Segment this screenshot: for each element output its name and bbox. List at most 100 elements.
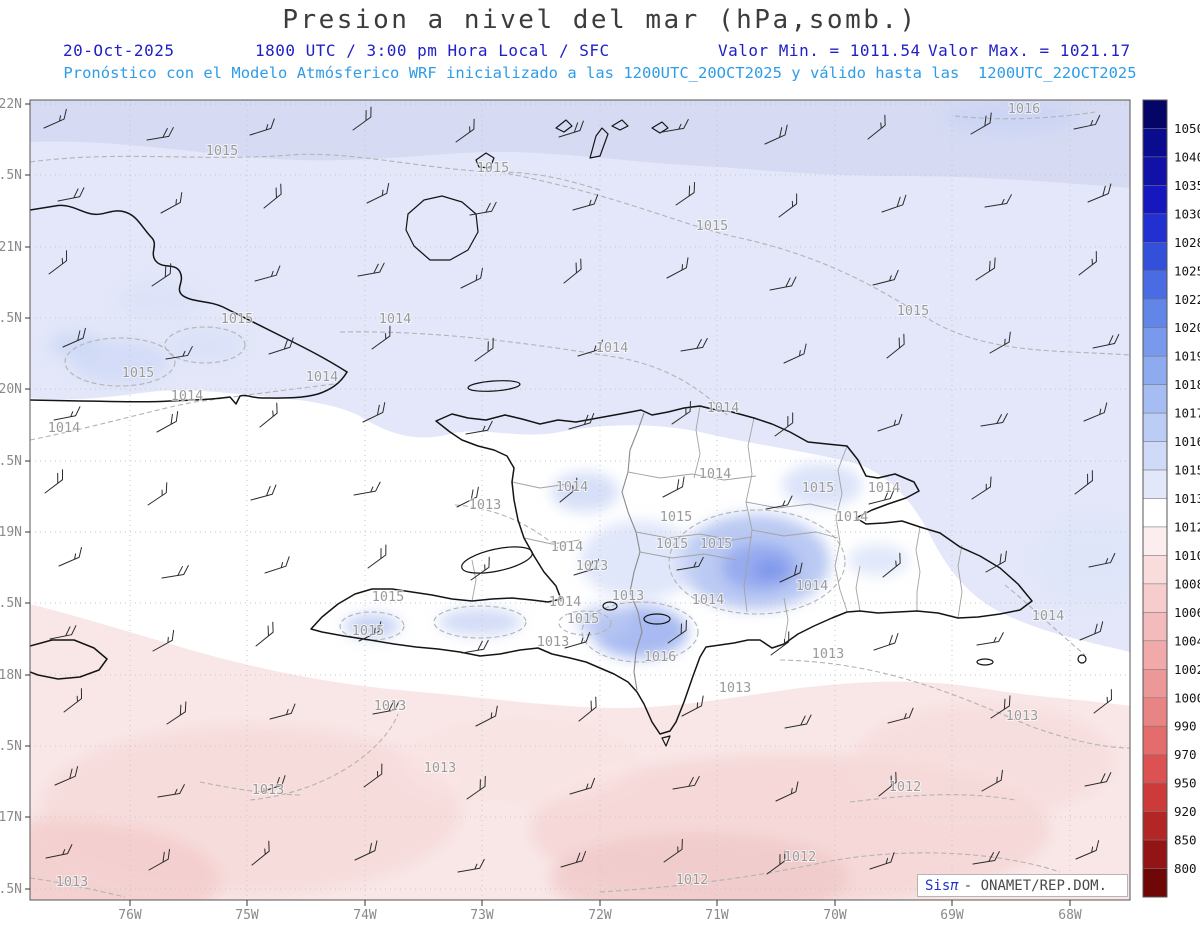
wind-barb: [765, 495, 793, 510]
shade-top-band: [30, 100, 1130, 188]
wind-barb: [161, 565, 189, 579]
island-caicos-2: [589, 127, 609, 159]
colorbar-label: 850: [1174, 833, 1197, 848]
pressure-label: 1013: [719, 680, 752, 696]
wind-barb: [455, 118, 475, 143]
wind-barb: [146, 127, 174, 141]
wind-barb: [354, 840, 378, 861]
wind-barb: [53, 406, 81, 421]
pressure-label: 1015: [221, 311, 254, 327]
isobars-dashed: [30, 111, 1130, 898]
wind-barb: [57, 187, 85, 202]
pressure-label: 1014: [171, 388, 204, 404]
colorbar-segment: [1142, 583, 1168, 613]
pressure-blob: [577, 606, 633, 638]
pressure-blobs: [30, 102, 1130, 900]
pressure-label: 1015: [372, 589, 405, 605]
island-saona: [976, 658, 994, 666]
colorbar-label: 1006: [1174, 605, 1200, 620]
wind-barb: [559, 477, 578, 503]
wind-barb: [970, 112, 992, 135]
colorbar-segment: [1142, 469, 1168, 499]
pressure-label: 1014: [48, 420, 81, 436]
colorbar-label: 1028: [1174, 235, 1200, 250]
wind-barb: [975, 257, 996, 281]
colorbar-segment: [1142, 384, 1168, 414]
wind-barb: [985, 550, 1007, 573]
pressure-blob: [848, 544, 908, 576]
colorbar-segment: [1142, 498, 1168, 528]
colorbar-segment: [1142, 128, 1168, 158]
pressure-blob: [945, 102, 1075, 134]
wind-barb: [263, 183, 282, 209]
colorbar-label: 990: [1174, 719, 1197, 734]
pressure-label: 1015: [696, 218, 729, 234]
wind-barb: [156, 411, 179, 433]
wind-barb: [784, 714, 812, 729]
wind-barb: [662, 476, 685, 498]
pressure-label: 1013: [1006, 708, 1039, 724]
wind-barb: [367, 544, 387, 569]
wind-barb: [474, 337, 494, 362]
pi-icon: π: [950, 877, 959, 894]
wind-barb: [460, 267, 483, 289]
wind-barb: [663, 838, 683, 863]
colorbar-label: 1022: [1174, 292, 1200, 307]
pressure-label: 1015: [567, 611, 600, 627]
wind-barb: [778, 193, 798, 218]
lake-saumatre: [602, 601, 618, 611]
colorbar-segment: [1142, 839, 1168, 869]
wind-barb: [269, 703, 296, 720]
lon-label: 75W: [235, 908, 259, 923]
wind-barb: [461, 639, 489, 654]
island-gonave: [461, 546, 533, 574]
colorbar-label: 1035: [1174, 178, 1200, 193]
wind-barb: [560, 850, 587, 868]
pressure-label: 1015: [660, 509, 693, 525]
pressure-blob: [49, 332, 101, 358]
colorbar-label: 950: [1174, 776, 1197, 791]
wind-barb: [1087, 183, 1112, 203]
wind-barb: [157, 784, 185, 798]
colorbar-segment: [1142, 99, 1168, 129]
wind-barb: [1093, 689, 1112, 714]
lon-label: 72W: [588, 908, 612, 923]
wind-barb: [886, 333, 905, 359]
map-frame: [29, 99, 1131, 901]
wind-barb: [774, 412, 794, 437]
wind-barb: [160, 192, 183, 214]
wind-barb: [260, 775, 286, 793]
wind-barb: [366, 183, 390, 204]
lon-label: 70W: [823, 908, 847, 923]
wind-barb: [577, 339, 603, 357]
wind-barb: [166, 701, 187, 725]
lat-label: 20N: [0, 382, 22, 397]
pressure-label: 1014: [551, 539, 584, 555]
wind-barb: [881, 194, 907, 213]
colorbar-label: 1012: [1174, 519, 1200, 534]
colorbar-frame: [1142, 99, 1168, 898]
wind-barb: [675, 182, 696, 206]
pressure-label: 1014: [836, 509, 869, 525]
pressure-label: 1016: [644, 649, 677, 665]
pressure-label: 1015: [802, 480, 835, 496]
colorbar-segment: [1142, 185, 1168, 215]
wind-barb: [887, 707, 914, 724]
pressure-label: 1015: [656, 536, 689, 552]
colorbar-segment: [1142, 327, 1168, 357]
wind-barb: [49, 625, 77, 640]
wind-barb: [775, 781, 799, 802]
wind-barb: [58, 547, 82, 567]
wind-barb: [882, 552, 901, 578]
pressure-label: 1015: [477, 160, 510, 176]
wind-barb: [44, 469, 64, 494]
wind-barb: [980, 413, 1008, 427]
wind-barb: [250, 484, 277, 501]
wind-barb: [1088, 553, 1116, 568]
pressure-label: 1014: [707, 400, 740, 416]
island-turks-1: [611, 119, 629, 131]
wind-barb: [989, 331, 1011, 354]
colorbar-segment: [1142, 355, 1168, 385]
colorbar-label: 1018: [1174, 377, 1200, 392]
wind-barb: [362, 402, 386, 423]
